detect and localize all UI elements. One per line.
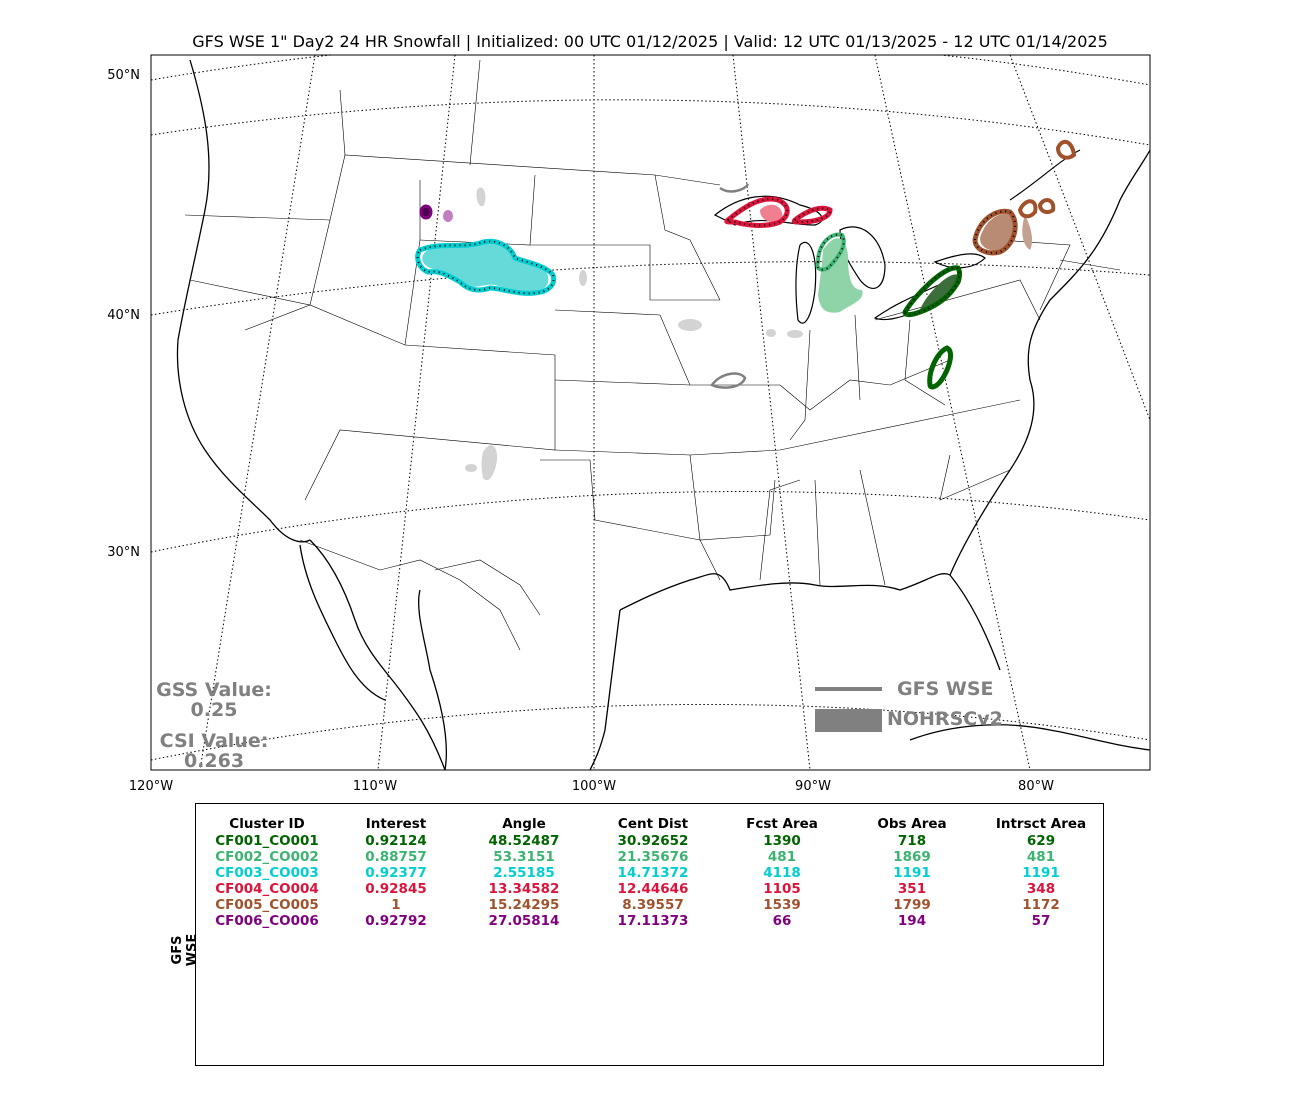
lon-label-90: 90°W [795, 779, 831, 794]
gss-value: 0.25 [190, 699, 238, 721]
gss-label: GSS Value: [156, 679, 272, 701]
cluster-cf006 [419, 204, 453, 222]
cell-cluster-id: CF004_CO004 [215, 881, 319, 897]
cell-intrsct-area: 1191 [1022, 865, 1060, 881]
header-fcst-area: Fcst Area [746, 815, 818, 832]
cell-intrsct-area: 57 [1031, 913, 1051, 929]
cell-angle: 13.34582 [488, 881, 560, 897]
cluster-cf002 [815, 232, 863, 313]
cell-cent-dist: 30.92652 [617, 833, 689, 849]
cell-angle: 48.52487 [488, 833, 560, 849]
cell-fcst-area: 1390 [763, 833, 801, 849]
state-borders [184, 59, 1121, 651]
cell-interest: 0.88757 [365, 849, 427, 865]
cell-obs-area: 1869 [893, 849, 931, 865]
cell-angle: 53.3151 [493, 849, 555, 865]
cell-interest: 0.92845 [365, 881, 427, 897]
cluster-cf003 [415, 238, 557, 296]
unmatched-forecast-outlines [710, 183, 750, 389]
cell-cent-dist: 14.71372 [617, 865, 689, 881]
cell-interest: 0.92124 [365, 833, 427, 849]
header-cent-dist: Cent Dist [617, 815, 689, 832]
cell-cent-dist: 12.44646 [617, 881, 689, 897]
lon-label-120: 120°W [128, 779, 174, 794]
header-obs-area: Obs Area [877, 815, 947, 832]
cell-intrsct-area: 1172 [1022, 897, 1060, 913]
stats-table-frame [195, 803, 1104, 1066]
cell-interest: 1 [391, 897, 401, 913]
cell-cluster-id: CF001_CO001 [215, 833, 319, 849]
cell-angle: 15.24295 [488, 897, 560, 913]
cluster-cf004 [724, 196, 833, 228]
chart-title: GFS WSE 1" Day2 24 HR Snowfall | Initial… [192, 32, 1108, 51]
cell-obs-area: 718 [897, 833, 927, 849]
table-row: CF003_CO003 0.92377 2.55185 14.71372 4118 119… [207, 865, 1099, 881]
coastlines [176, 59, 1150, 770]
cell-obs-area: 351 [897, 881, 927, 897]
table-row: CF004_CO004 0.92845 13.34582 12.44646 1105 35… [207, 881, 1099, 897]
lon-label-100: 100°W [571, 779, 617, 794]
table-row: CF002_CO002 0.88757 53.3151 21.35676 481 1869… [207, 849, 1099, 865]
cell-obs-area: 1799 [893, 897, 931, 913]
lon-label-110: 110°W [352, 779, 398, 794]
cluster-cf005 [972, 139, 1077, 256]
cell-cluster-id: CF003_CO003 [215, 865, 319, 881]
cell-angle: 2.55185 [493, 865, 555, 881]
lat-label-30: 30°N [107, 545, 140, 560]
cell-angle: 27.05814 [488, 913, 560, 929]
cell-interest: 0.92377 [365, 865, 427, 881]
table-row: CF005_CO005 1 15.24295 8.39557 1539 1799 1172 [207, 897, 1099, 913]
cell-intrsct-area: 348 [1026, 881, 1056, 897]
header-interest: Interest [365, 815, 427, 832]
graticule [151, 55, 1150, 770]
lat-label-40: 40°N [107, 308, 140, 323]
table-row: CF001_CO001 0.92124 48.52487 30.92652 1390 71… [207, 833, 1099, 849]
header-intrsct-area: Intrsct Area [995, 815, 1087, 832]
stats-table: Cluster ID Interest Angle Cent Dist Fcst… [207, 814, 1099, 930]
cluster-cf001 [902, 265, 962, 390]
header-cluster-id: Cluster ID [229, 815, 305, 832]
cell-obs-area: 194 [897, 913, 927, 929]
cell-fcst-area: 1539 [763, 897, 801, 913]
csi-value: 0.263 [183, 750, 245, 772]
cell-cent-dist: 21.35676 [617, 849, 689, 865]
cell-intrsct-area: 629 [1026, 833, 1056, 849]
cell-interest: 0.92792 [365, 913, 427, 929]
map-content [151, 55, 1150, 770]
cell-cent-dist: 8.39557 [622, 897, 684, 913]
table-side-label: GFS WSE [170, 933, 200, 967]
stats-header-row: Cluster ID Interest Angle Cent Dist Fcst… [207, 814, 1099, 833]
cell-fcst-area: 1105 [763, 881, 801, 897]
cell-fcst-area: 4118 [763, 865, 801, 881]
cell-intrsct-area: 481 [1026, 849, 1056, 865]
unmatched-objects [465, 187, 803, 481]
lon-label-80: 80°W [1018, 779, 1054, 794]
cell-cluster-id: CF002_CO002 [215, 849, 319, 865]
cell-cluster-id: CF005_CO005 [215, 897, 319, 913]
cell-fcst-area: 481 [767, 849, 797, 865]
cell-fcst-area: 66 [772, 913, 792, 929]
cell-cluster-id: CF006_CO006 [215, 913, 319, 929]
legend-forecast-label: GFS WSE [897, 678, 994, 700]
csi-label: CSI Value: [159, 730, 269, 752]
cell-obs-area: 1191 [893, 865, 931, 881]
legend-observed-swatch [815, 709, 882, 732]
legend-observed-label: NOHRSCv2 [887, 708, 1003, 730]
table-row: CF006_CO006 0.92792 27.05814 17.11373 66 194 5… [207, 913, 1099, 929]
cell-cent-dist: 17.11373 [617, 913, 689, 929]
lat-label-50: 50°N [107, 68, 140, 83]
header-angle: Angle [502, 815, 546, 832]
map-frame [150, 54, 1151, 771]
